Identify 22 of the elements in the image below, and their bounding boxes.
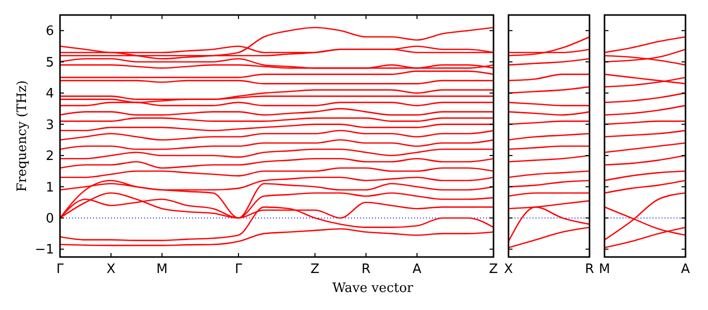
y-tick-label: 0 bbox=[46, 212, 54, 227]
x-tick-label: X bbox=[106, 262, 116, 277]
x-tick-label: R bbox=[361, 262, 371, 277]
y-tick-label: 5 bbox=[46, 55, 54, 70]
y-tick-label: −1 bbox=[34, 242, 54, 258]
y-tick-label: 1 bbox=[46, 180, 54, 196]
x-tick-label: Γ bbox=[234, 262, 243, 277]
y-tick-label: 4 bbox=[46, 86, 54, 102]
x-tick-label: Z bbox=[310, 262, 320, 277]
y-tick-label: 2 bbox=[46, 149, 54, 164]
x-tick-label: A bbox=[681, 262, 690, 277]
x-tick-label: M bbox=[156, 262, 168, 277]
y-tick-label: 3 bbox=[46, 118, 54, 133]
x-tick-label: Γ bbox=[56, 262, 64, 277]
x-axis-title: Wave vector bbox=[332, 281, 414, 296]
x-tick-label: Z bbox=[489, 262, 498, 277]
x-tick-label: X bbox=[504, 262, 514, 277]
x-tick-label: A bbox=[412, 262, 422, 277]
x-tick-label: R bbox=[584, 262, 594, 277]
x-tick-label: M bbox=[598, 262, 610, 277]
y-axis-title: Frequency (THz) bbox=[15, 80, 30, 192]
y-tick-label: 6 bbox=[46, 24, 54, 40]
